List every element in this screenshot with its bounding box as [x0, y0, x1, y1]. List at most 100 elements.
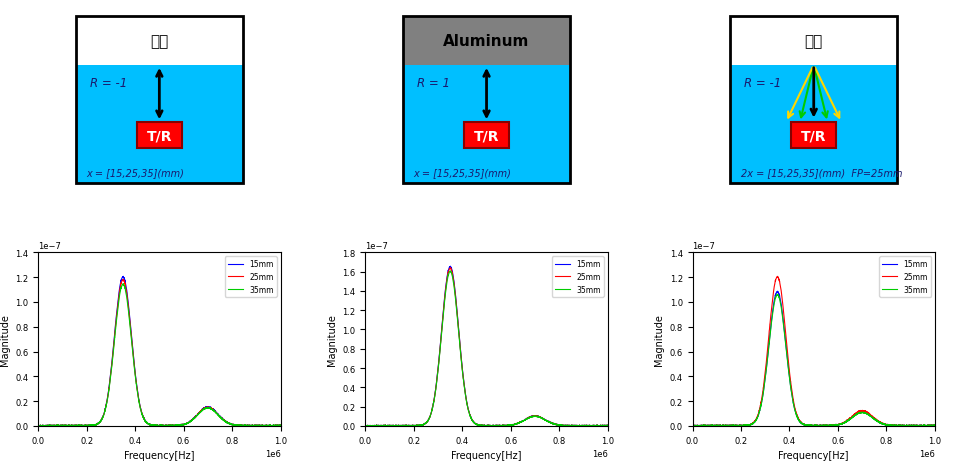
- Bar: [730, 66, 896, 183]
- 25mm: [387, 423, 398, 429]
- 35mm: [463, 409, 475, 415]
- 35mm: [601, 423, 613, 429]
- 15mm: [453, 325, 464, 330]
- 25mm: [771, 274, 782, 280]
- 25mm: [54, 423, 66, 429]
- 15mm: [571, 423, 582, 428]
- 15mm: [771, 289, 782, 294]
- Text: x = [15,25,35](mm): x = [15,25,35](mm): [414, 168, 511, 178]
- 25mm: [270, 423, 281, 429]
- Y-axis label: Magnitude: Magnitude: [0, 313, 10, 365]
- Text: 2x = [15,25,35](mm)  FP=25mm: 2x = [15,25,35](mm) FP=25mm: [740, 168, 902, 178]
- 15mm: [790, 411, 801, 416]
- Bar: [76, 66, 242, 183]
- 35mm: [244, 423, 255, 428]
- 25mm: [928, 423, 940, 429]
- Line: 15mm: 15mm: [38, 277, 280, 426]
- Line: 35mm: 35mm: [38, 284, 280, 426]
- 15mm: [60, 423, 71, 429]
- 25mm: [601, 423, 613, 429]
- 25mm: [244, 423, 255, 428]
- X-axis label: Frequency[Hz]: Frequency[Hz]: [778, 450, 848, 460]
- 15mm: [601, 423, 613, 429]
- 25mm: [444, 265, 456, 271]
- 25mm: [453, 325, 464, 331]
- 35mm: [32, 423, 44, 429]
- 35mm: [136, 410, 148, 416]
- Text: T/R: T/R: [474, 129, 498, 143]
- 25mm: [708, 423, 720, 429]
- Line: 15mm: 15mm: [692, 292, 934, 426]
- X-axis label: Frequency[Hz]: Frequency[Hz]: [124, 450, 194, 460]
- X-axis label: Frequency[Hz]: Frequency[Hz]: [451, 450, 521, 460]
- Text: x = [15,25,35](mm): x = [15,25,35](mm): [87, 168, 184, 178]
- 35mm: [790, 411, 801, 417]
- 15mm: [54, 423, 66, 429]
- Line: 35mm: 35mm: [365, 271, 607, 426]
- Text: 공기: 공기: [803, 34, 822, 49]
- 35mm: [270, 423, 281, 429]
- 25mm: [32, 423, 44, 429]
- 25mm: [274, 423, 286, 429]
- 25mm: [60, 423, 71, 429]
- 15mm: [359, 423, 371, 429]
- 25mm: [74, 423, 86, 428]
- 25mm: [714, 423, 725, 429]
- Y-axis label: Magnitude: Magnitude: [654, 313, 663, 365]
- 15mm: [136, 410, 148, 415]
- 15mm: [387, 423, 398, 429]
- 15mm: [928, 423, 940, 429]
- 35mm: [387, 423, 398, 429]
- 15mm: [244, 423, 255, 428]
- 25mm: [136, 410, 148, 415]
- 15mm: [898, 423, 909, 428]
- 35mm: [453, 327, 464, 333]
- 15mm: [32, 423, 44, 429]
- 35mm: [728, 423, 740, 428]
- FancyBboxPatch shape: [463, 123, 509, 149]
- 25mm: [728, 423, 740, 428]
- 15mm: [463, 409, 475, 414]
- 35mm: [708, 423, 720, 429]
- Bar: [403, 66, 569, 183]
- Text: R = -1: R = -1: [743, 77, 781, 90]
- 35mm: [444, 269, 456, 274]
- 15mm: [274, 423, 286, 429]
- 35mm: [923, 423, 935, 429]
- Legend: 15mm, 25mm, 35mm: 15mm, 25mm, 35mm: [878, 257, 930, 297]
- 35mm: [780, 342, 791, 347]
- 35mm: [597, 423, 608, 429]
- 25mm: [359, 423, 371, 429]
- 35mm: [686, 423, 698, 429]
- 15mm: [270, 423, 281, 429]
- Text: T/R: T/R: [147, 129, 172, 143]
- 15mm: [401, 423, 413, 428]
- FancyBboxPatch shape: [136, 123, 182, 149]
- 15mm: [597, 423, 608, 429]
- 25mm: [401, 423, 413, 428]
- 15mm: [117, 274, 129, 280]
- 15mm: [780, 340, 791, 345]
- Y-axis label: Magnitude: Magnitude: [327, 313, 336, 365]
- 15mm: [74, 423, 86, 428]
- 15mm: [708, 423, 720, 429]
- 35mm: [898, 423, 909, 428]
- 15mm: [686, 423, 698, 429]
- Bar: [730, 17, 896, 66]
- 25mm: [126, 333, 137, 338]
- 25mm: [790, 410, 801, 415]
- 15mm: [126, 331, 137, 337]
- 35mm: [571, 423, 582, 428]
- Text: R = -1: R = -1: [90, 77, 127, 90]
- 35mm: [126, 335, 137, 341]
- 15mm: [923, 423, 935, 429]
- Bar: [76, 17, 242, 66]
- Legend: 15mm, 25mm, 35mm: 15mm, 25mm, 35mm: [552, 257, 603, 297]
- 35mm: [381, 423, 393, 429]
- 35mm: [60, 423, 71, 429]
- Line: 25mm: 25mm: [692, 277, 934, 426]
- Line: 25mm: 25mm: [38, 280, 280, 426]
- FancyBboxPatch shape: [790, 123, 836, 149]
- Line: 25mm: 25mm: [365, 268, 607, 426]
- 35mm: [74, 423, 86, 428]
